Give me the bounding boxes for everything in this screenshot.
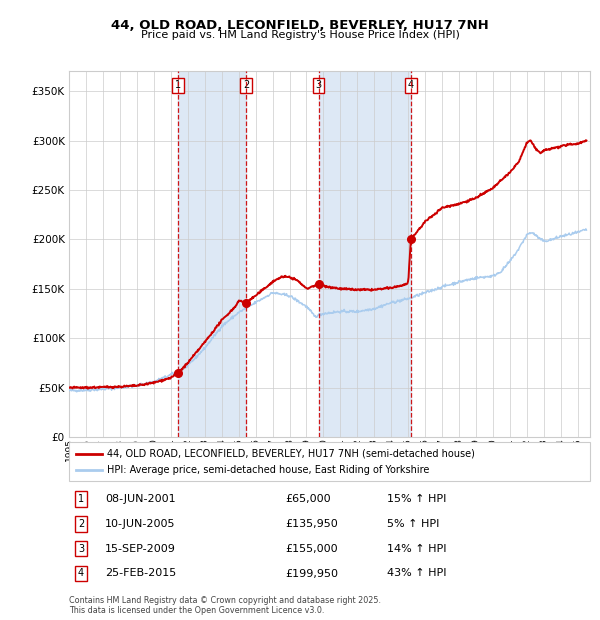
Text: 4: 4: [78, 569, 84, 578]
Text: 25-FEB-2015: 25-FEB-2015: [105, 569, 176, 578]
Text: 10-JUN-2005: 10-JUN-2005: [105, 519, 176, 529]
Text: 14% ↑ HPI: 14% ↑ HPI: [387, 544, 446, 554]
Text: 3: 3: [316, 81, 322, 91]
Text: Contains HM Land Registry data © Crown copyright and database right 2025.
This d: Contains HM Land Registry data © Crown c…: [69, 596, 381, 615]
Text: 3: 3: [78, 544, 84, 554]
Text: 43% ↑ HPI: 43% ↑ HPI: [387, 569, 446, 578]
Text: HPI: Average price, semi-detached house, East Riding of Yorkshire: HPI: Average price, semi-detached house,…: [107, 465, 429, 475]
Text: £155,000: £155,000: [285, 544, 338, 554]
Text: 5% ↑ HPI: 5% ↑ HPI: [387, 519, 439, 529]
Text: 1: 1: [175, 81, 181, 91]
Bar: [319, 71, 411, 437]
Text: 1: 1: [78, 494, 84, 504]
Text: 2: 2: [243, 81, 249, 91]
Text: Price paid vs. HM Land Registry's House Price Index (HPI): Price paid vs. HM Land Registry's House …: [140, 30, 460, 40]
Text: 44, OLD ROAD, LECONFIELD, BEVERLEY, HU17 7NH: 44, OLD ROAD, LECONFIELD, BEVERLEY, HU17…: [111, 19, 489, 32]
Text: £135,950: £135,950: [285, 519, 338, 529]
Text: £199,950: £199,950: [285, 569, 338, 578]
Text: £65,000: £65,000: [285, 494, 331, 504]
Text: 15% ↑ HPI: 15% ↑ HPI: [387, 494, 446, 504]
Text: 08-JUN-2001: 08-JUN-2001: [105, 494, 176, 504]
Text: 4: 4: [408, 81, 414, 91]
Text: 44, OLD ROAD, LECONFIELD, BEVERLEY, HU17 7NH (semi-detached house): 44, OLD ROAD, LECONFIELD, BEVERLEY, HU17…: [107, 449, 475, 459]
Bar: [178, 71, 246, 437]
Text: 2: 2: [78, 519, 84, 529]
Text: 15-SEP-2009: 15-SEP-2009: [105, 544, 176, 554]
